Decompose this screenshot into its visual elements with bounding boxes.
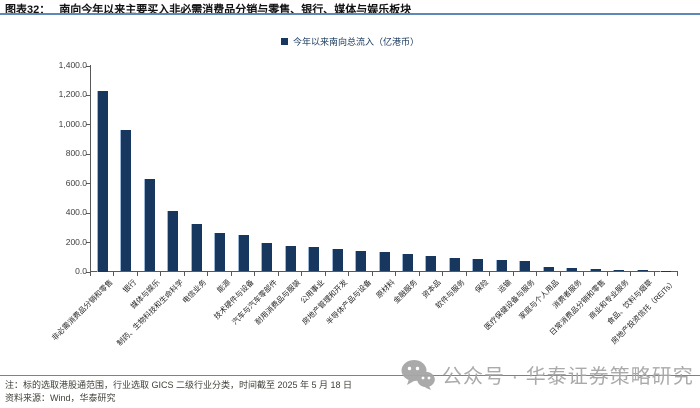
x-axis-tick [348, 272, 350, 276]
x-axis-tick [160, 272, 162, 276]
y-axis-tick-label: 800.0 [65, 148, 87, 159]
bar-8 [261, 243, 273, 272]
bar-23 [613, 269, 625, 272]
y-axis-tick [86, 65, 90, 67]
x-axis-tick [207, 272, 209, 276]
x-axis-tick [536, 272, 538, 276]
legend-swatch [280, 38, 288, 45]
bar-2 [120, 130, 132, 272]
x-axis-tick [653, 272, 655, 276]
x-axis-tick [230, 272, 232, 276]
chart-legend: 今年以来南向总流入（亿港币） [0, 35, 700, 48]
y-axis-tick-label: 400.0 [65, 207, 87, 218]
y-axis-tick-label: 1,400.0 [58, 60, 87, 70]
bar-14 [401, 254, 413, 272]
x-axis-label: 非必需消费品分销和零售 [49, 277, 115, 343]
x-axis-tick [136, 272, 138, 276]
bar-10 [308, 247, 320, 272]
bar-7 [237, 235, 249, 272]
x-axis-label: 保险 [473, 277, 490, 295]
x-axis-label: 金融服务 [391, 277, 420, 306]
y-axis-tick [86, 271, 90, 273]
x-axis-tick [465, 272, 467, 276]
x-axis-tick [254, 272, 256, 276]
y-axis-tick-label: 0.0 [75, 266, 87, 276]
x-axis-tick [277, 272, 279, 276]
x-axis-tick [301, 272, 303, 276]
bar-19 [519, 261, 531, 272]
y-axis-tick [86, 94, 90, 96]
bar-22 [589, 268, 601, 272]
x-axis-tick [371, 272, 373, 276]
y-axis [90, 65, 91, 272]
x-axis-tick [512, 272, 514, 276]
wechat-icon [401, 360, 435, 390]
bar-12 [355, 250, 367, 272]
bar-18 [495, 259, 507, 272]
x-axis-tick [442, 272, 444, 276]
x-axis-tick [418, 272, 420, 276]
bar-17 [472, 258, 484, 272]
bar-1 [96, 91, 108, 272]
x-axis-tick [90, 272, 91, 276]
footnote-source: 资料来源：Wind，华泰研究 [5, 393, 116, 403]
bar-15 [425, 256, 437, 272]
x-axis-label: 能源 [214, 277, 232, 295]
y-axis-tick-label: 1,000.0 [58, 118, 87, 129]
bar-11 [331, 249, 343, 272]
bar-20 [542, 266, 554, 272]
title-divider-line [0, 13, 700, 15]
bar-5 [190, 224, 202, 272]
bar-3 [143, 178, 155, 272]
y-axis-tick [86, 183, 90, 185]
x-axis-label: 银行 [120, 277, 138, 295]
bar-13 [378, 252, 390, 272]
footer-divider-line [0, 375, 700, 376]
bar-4 [167, 211, 179, 272]
bar-25 [660, 271, 672, 272]
watermark: 公众号 · 华泰证券策略研究 [401, 359, 694, 390]
y-axis-tick [86, 124, 90, 126]
x-axis-tick [113, 272, 115, 276]
x-axis-tick [489, 272, 491, 276]
y-axis-tick-label: 1,200.0 [58, 89, 87, 100]
watermark-text: 公众号 · 华泰证券策略研究 [442, 366, 694, 388]
x-axis-tick [559, 272, 561, 276]
x-axis-tick [395, 272, 397, 276]
x-axis-tick [583, 272, 585, 276]
legend-label: 今年以来南向总流入（亿港币） [292, 37, 419, 47]
x-axis-label: 电信业务 [180, 277, 209, 306]
x-axis-tick [630, 272, 632, 276]
x-axis-tick [677, 272, 678, 276]
footnote-note: 注：标的选取港股通范围，行业选取 GICS 二级行业分类，时间截至 2025 年… [5, 380, 353, 390]
bar-9 [284, 246, 296, 272]
y-axis-tick-label: 200.0 [65, 236, 87, 247]
bar-21 [566, 267, 578, 272]
x-axis-tick [606, 272, 608, 276]
y-axis-tick [86, 153, 90, 155]
bar-16 [448, 257, 460, 272]
y-axis-tick-label: 600.0 [65, 177, 87, 188]
bar-6 [214, 232, 226, 272]
x-axis-tick [183, 272, 185, 276]
x-axis-label: 运输 [496, 277, 514, 295]
x-axis-tick [324, 272, 326, 276]
y-axis-tick [86, 242, 90, 244]
bar-24 [636, 270, 648, 272]
y-axis-tick [86, 212, 90, 214]
x-axis [90, 271, 678, 272]
